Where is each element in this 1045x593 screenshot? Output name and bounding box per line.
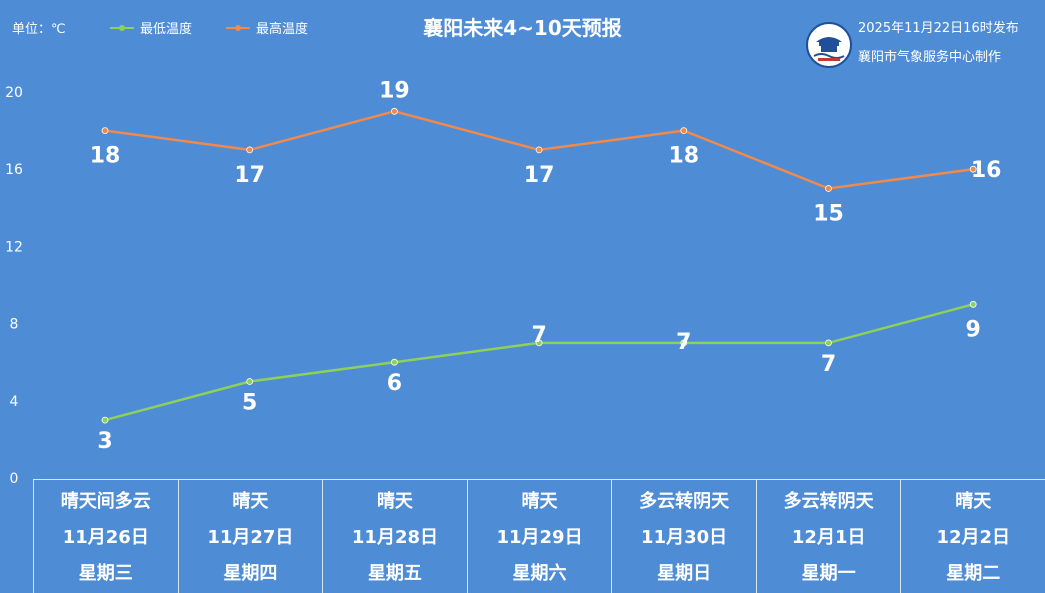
day-column: 晴天间多云 11月26日 星期三: [33, 480, 178, 593]
day-table: 晴天间多云 11月26日 星期三 晴天 11月27日 星期四 晴天 11月28日…: [33, 479, 1045, 593]
day-date: 11月26日: [62, 527, 149, 548]
data-point-high: [390, 107, 398, 115]
data-label-high: 18: [668, 144, 699, 169]
day-date: 11月29日: [496, 527, 583, 548]
data-point-low: [969, 300, 977, 308]
legend-item-high: 最高温度: [226, 18, 308, 37]
day-column: 晴天 12月2日 星期二: [900, 480, 1045, 593]
day-date: 12月1日: [791, 527, 866, 548]
data-point-high: [680, 127, 688, 135]
data-point-high: [101, 127, 109, 135]
data-label-low: 3: [97, 429, 112, 454]
day-column: 晴天 11月28日 星期五: [322, 480, 467, 593]
data-label-high: 17: [524, 163, 555, 188]
legend-swatch-high: [226, 24, 250, 31]
day-date: 11月27日: [207, 527, 294, 548]
data-point-low: [101, 416, 109, 424]
data-label-low: 5: [242, 391, 257, 416]
day-weekday: 星期一: [801, 563, 856, 584]
data-point-high: [969, 165, 977, 173]
data-point-high: [535, 146, 543, 154]
day-column: 多云转阴天 11月30日 星期日: [611, 480, 756, 593]
data-label-low: 6: [387, 371, 402, 396]
day-weather: 晴天: [232, 491, 269, 512]
day-weekday: 星期四: [223, 563, 278, 584]
data-point-low: [390, 358, 398, 366]
data-point-low: [825, 339, 832, 347]
day-date: 12月2日: [936, 527, 1011, 548]
data-point-low: [246, 378, 254, 385]
data-label-high: 15: [813, 202, 844, 227]
data-point-low: [535, 339, 543, 347]
meteorological-logo-icon: [806, 22, 852, 68]
data-label-high: 16: [971, 158, 1002, 183]
data-label-high: 18: [90, 144, 121, 169]
day-column: 晴天 11月29日 星期六: [466, 480, 612, 593]
y-tick-label: 12: [5, 239, 23, 255]
day-column: 晴天 11月27日 星期四: [177, 480, 323, 593]
day-weather: 晴天: [955, 491, 992, 512]
day-weather: 晴天间多云: [60, 491, 151, 512]
chart-title: 襄阳未来4~10天预报: [423, 16, 622, 40]
y-tick-label: 20: [5, 85, 23, 101]
data-point-low: [680, 339, 688, 347]
data-label-high: 19: [379, 78, 410, 103]
publish-time: 2025年11月22日16时发布: [858, 21, 1019, 36]
day-date: 11月28日: [351, 527, 438, 548]
y-tick-label: 16: [5, 162, 23, 178]
day-weekday: 星期日: [657, 563, 712, 584]
data-label-low: 7: [821, 352, 836, 377]
data-label-low: 9: [966, 317, 981, 342]
day-weekday: 星期六: [512, 563, 567, 584]
data-point-high: [246, 146, 254, 154]
day-weekday: 星期三: [78, 563, 133, 584]
data-label-high: 17: [234, 163, 265, 188]
data-label-low: 7: [531, 323, 546, 348]
day-weekday: 星期二: [946, 563, 1001, 584]
unit-label: 单位：℃: [12, 22, 66, 37]
legend-swatch-low: [110, 24, 134, 31]
producer-label: 襄阳市气象服务中心制作: [858, 50, 1002, 65]
legend-label-high: 最高温度: [256, 22, 309, 37]
data-label-low: 7: [676, 330, 691, 355]
day-weather: 多云转阴天: [783, 491, 874, 512]
series-line-low: [104, 303, 974, 422]
day-column: 多云转阴天 12月1日 星期一: [755, 480, 901, 593]
day-weekday: 星期五: [367, 563, 422, 584]
day-weather: 晴天: [521, 491, 558, 512]
y-tick-label: 8: [10, 317, 19, 333]
day-weather: 多云转阴天: [639, 491, 730, 512]
y-tick-label: 0: [10, 471, 19, 487]
data-point-high: [825, 185, 832, 192]
day-weather: 晴天: [376, 491, 413, 512]
legend-item-low: 最低温度: [110, 18, 192, 37]
day-date: 11月30日: [641, 527, 728, 548]
legend-label-low: 最低温度: [140, 22, 193, 37]
y-tick-label: 4: [10, 394, 19, 410]
